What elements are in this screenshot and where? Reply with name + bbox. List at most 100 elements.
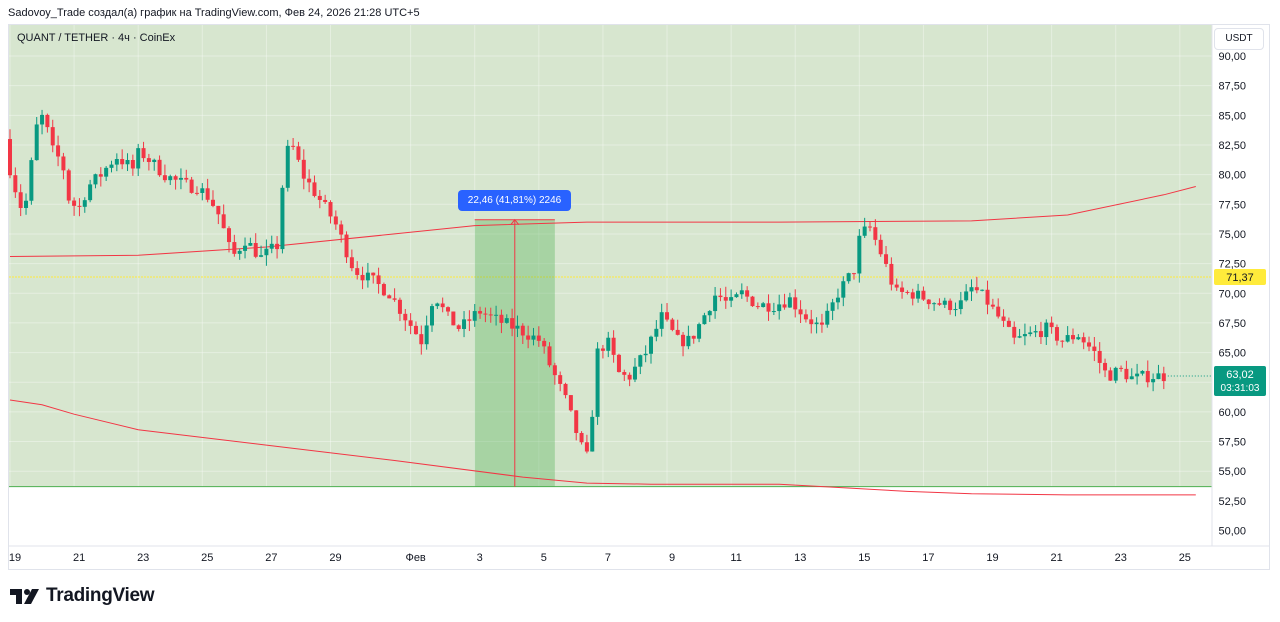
candle-body xyxy=(814,322,819,325)
candle-body xyxy=(8,139,12,176)
candle-body xyxy=(1140,370,1145,374)
tradingview-logo-icon xyxy=(10,589,39,604)
candle-body xyxy=(606,337,611,351)
candle-body xyxy=(798,309,803,315)
candle-body xyxy=(1081,337,1086,343)
candle-body xyxy=(1044,322,1049,338)
y-tick-label: 52,50 xyxy=(1218,496,1246,508)
candle-body xyxy=(403,313,408,321)
x-tick-label: 9 xyxy=(669,552,675,564)
candle-body xyxy=(56,145,61,157)
candle-body xyxy=(1129,376,1134,380)
candle-body xyxy=(210,199,215,206)
candle-body xyxy=(317,195,322,200)
candle-body xyxy=(504,318,509,323)
y-tick-label: 90,00 xyxy=(1218,51,1246,63)
candle-body xyxy=(985,289,990,305)
chart-author-caption: Sadovoy_Trade создал(а) график на Tradin… xyxy=(8,7,420,19)
candle-body xyxy=(1028,332,1033,335)
candle-body xyxy=(227,228,232,243)
curve-upper-band xyxy=(9,186,1196,257)
candle-body xyxy=(456,325,461,329)
price-badge-71-text: 71,37 xyxy=(1226,272,1254,284)
x-tick-label: 3 xyxy=(477,552,483,564)
x-tick-label: 13 xyxy=(794,552,806,564)
candle-body xyxy=(916,290,921,299)
candle-body xyxy=(462,319,467,329)
price-badge-current-text: 63,02 xyxy=(1226,369,1254,381)
candle-body xyxy=(13,175,18,193)
y-tick-label: 70,00 xyxy=(1218,288,1246,300)
candle-body xyxy=(755,306,760,308)
y-tick-label: 75,00 xyxy=(1218,229,1246,241)
candle-body xyxy=(1151,379,1156,383)
y-tick-label: 77,50 xyxy=(1218,199,1246,211)
candle-body xyxy=(253,243,258,257)
candle-body xyxy=(200,188,205,193)
candle-body xyxy=(584,442,589,452)
candle-body xyxy=(777,304,782,312)
candle-body xyxy=(130,160,135,169)
candle-body xyxy=(771,311,776,313)
candle-body xyxy=(884,254,889,264)
candle-body xyxy=(483,313,488,315)
candle-body xyxy=(312,182,317,196)
symbol-legend[interactable]: QUANT / TETHER · 4ч · CoinEx xyxy=(17,32,176,44)
candle-body xyxy=(782,304,787,308)
y-tick-label: 60,00 xyxy=(1218,407,1246,419)
candle-body xyxy=(168,176,173,181)
candle-body xyxy=(248,243,253,246)
candle-body xyxy=(948,300,953,311)
tradingview-logo-text: TradingView xyxy=(46,585,155,606)
x-tick-label: 5 xyxy=(541,552,547,564)
currency-button[interactable]: USDT xyxy=(1214,28,1264,50)
candle-body xyxy=(1038,331,1043,338)
x-tick-label: 15 xyxy=(858,552,870,564)
candle-body xyxy=(868,226,873,228)
candle-body xyxy=(1006,320,1011,327)
candle-body xyxy=(1113,367,1118,381)
candle-body xyxy=(691,335,696,339)
candle-body xyxy=(579,432,584,443)
y-tick-label: 82,50 xyxy=(1218,140,1246,152)
candle-body xyxy=(793,297,798,310)
candle-body xyxy=(1124,368,1129,380)
candle-body xyxy=(622,372,627,375)
candle-body xyxy=(702,315,707,325)
x-tick-label: 17 xyxy=(922,552,934,564)
candle-body xyxy=(510,318,515,329)
y-tick-label: 50,00 xyxy=(1218,526,1246,538)
candle-body xyxy=(649,336,653,354)
measure-result-label: 22,46 (41,81%) 2246 xyxy=(458,190,571,211)
candle-body xyxy=(697,324,702,339)
candle-body xyxy=(750,296,755,307)
candle-body xyxy=(328,202,333,217)
tradingview-logo[interactable]: TradingView xyxy=(10,585,155,607)
candle-body xyxy=(590,416,595,452)
candle-body xyxy=(264,248,269,256)
candle-body xyxy=(707,311,712,316)
candle-body xyxy=(243,245,248,251)
candle-body xyxy=(472,311,477,321)
candle-body xyxy=(120,159,125,165)
price-badge-71 xyxy=(1214,268,1266,285)
candle-body xyxy=(82,200,87,207)
x-tick-label: 29 xyxy=(329,552,341,564)
candle-body xyxy=(66,170,71,201)
candle-body xyxy=(387,295,392,299)
candle-body xyxy=(499,314,504,323)
candle-body xyxy=(862,226,867,236)
candle-body xyxy=(841,281,846,298)
curve-lower-band xyxy=(9,399,1196,496)
candle-body xyxy=(969,287,974,292)
price-badge-countdown-text: 03:31:03 xyxy=(1221,383,1260,394)
candle-body xyxy=(34,124,39,161)
x-tick-label: 21 xyxy=(73,552,85,564)
candle-body xyxy=(558,375,563,384)
candle-body xyxy=(953,309,958,311)
candle-body xyxy=(355,268,360,275)
candle-body xyxy=(900,287,905,292)
candle-body xyxy=(542,340,547,347)
candle-body xyxy=(964,291,969,301)
